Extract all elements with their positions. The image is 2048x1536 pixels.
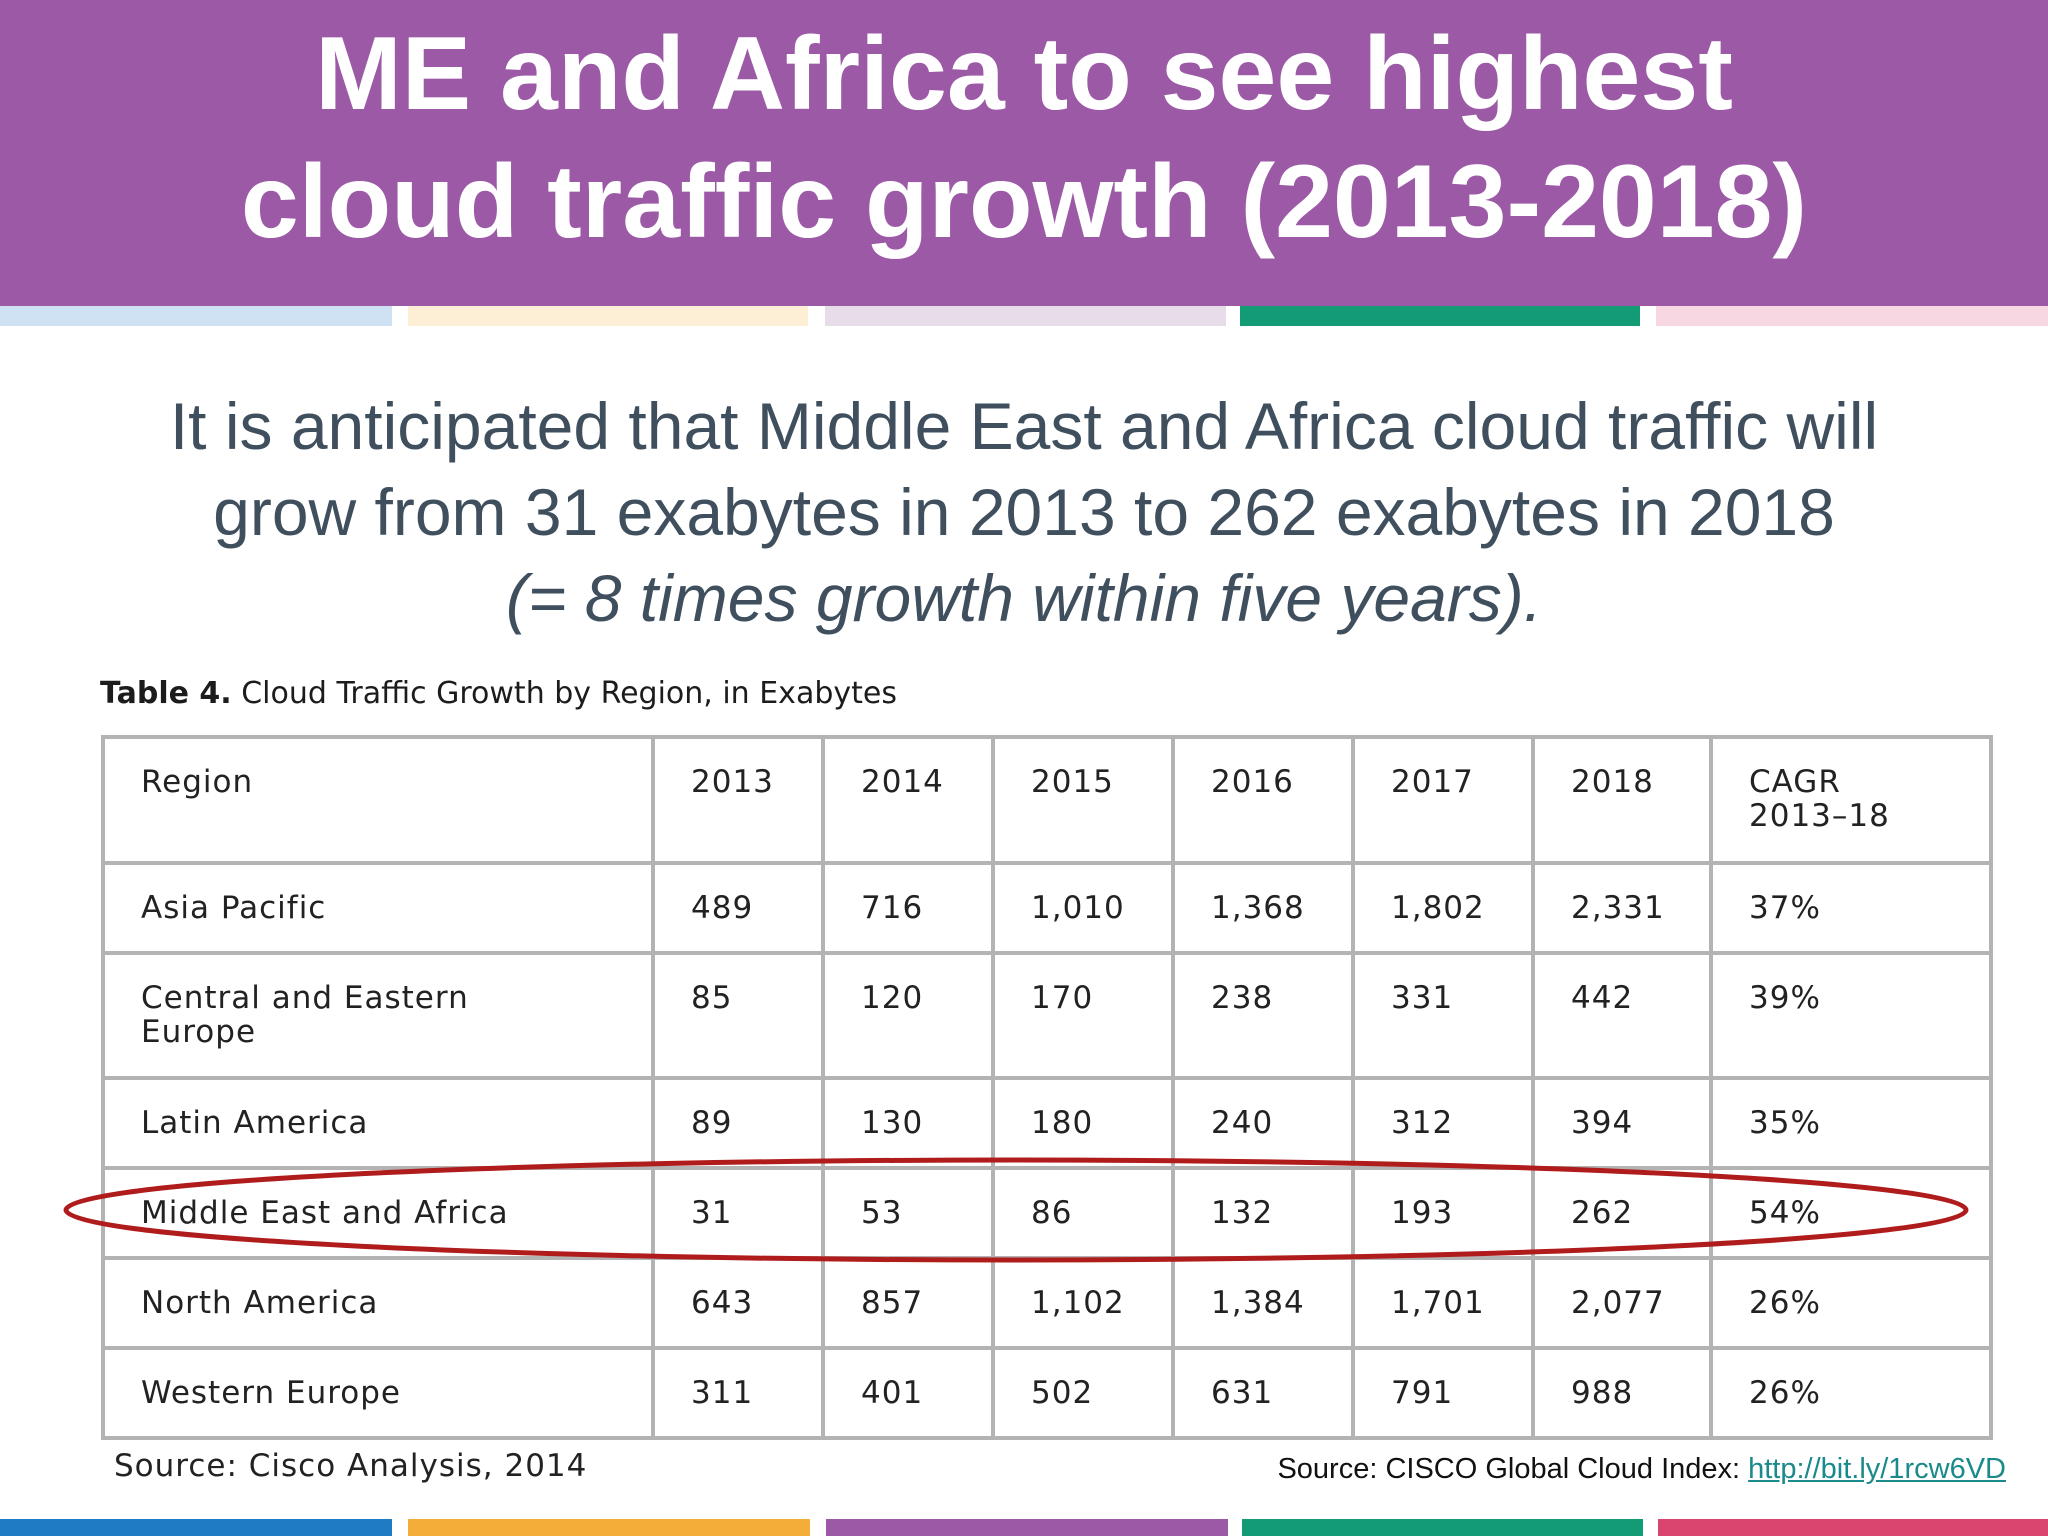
cell-value: 1,384 [1171, 1256, 1355, 1350]
cell-value: 2,331 [1531, 861, 1713, 955]
cell-value: 442 [1531, 951, 1713, 1080]
cell-value: 331 [1351, 951, 1535, 1080]
intro-line-3: (= 8 times growth within five years). [505, 561, 1543, 635]
cell-value: 2,077 [1531, 1256, 1713, 1350]
cell-region: Asia Pacific [101, 861, 655, 955]
cell-value: 85 [651, 951, 825, 1080]
cell-value: 401 [821, 1346, 995, 1440]
cell-value: 502 [991, 1346, 1175, 1440]
table-source: Source: Cisco Analysis, 2014 [114, 1448, 588, 1484]
cell-cagr: 35% [1709, 1076, 1993, 1170]
table-row: Asia Pacific 489 716 1,010 1,368 1,802 2… [101, 861, 1993, 955]
table-caption-text: Cloud Traffic Growth by Region, in Exaby… [241, 676, 897, 711]
header-2016: 2016 [1171, 735, 1355, 865]
cell-cagr: 54% [1709, 1166, 1993, 1260]
header-2018: 2018 [1531, 735, 1713, 865]
top-stripe-2 [408, 306, 808, 326]
cell-cagr: 26% [1709, 1256, 1993, 1350]
table-row: Central and Eastern Europe 85 120 170 23… [101, 951, 1993, 1080]
cell-value: 631 [1171, 1346, 1355, 1440]
cell-cagr: 39% [1709, 951, 1993, 1080]
cell-value: 120 [821, 951, 995, 1080]
cell-value: 643 [651, 1256, 825, 1350]
table-row: Latin America 89 130 180 240 312 394 35% [101, 1076, 1993, 1170]
source-link[interactable]: http://bit.ly/1rcw6VD [1748, 1453, 2006, 1485]
cell-value: 132 [1171, 1166, 1355, 1260]
cell-region: Middle East and Africa [101, 1166, 655, 1260]
table-caption: Table 4. Cloud Traffic Growth by Region,… [100, 676, 897, 711]
cell-value: 1,102 [991, 1256, 1175, 1350]
header-region: Region [101, 735, 655, 865]
cell-value: 489 [651, 861, 825, 955]
bottom-stripe-3 [826, 1519, 1228, 1536]
cell-region: Central and Eastern Europe [101, 951, 655, 1080]
cell-value: 86 [991, 1166, 1175, 1260]
cell-value: 312 [1351, 1076, 1535, 1170]
cell-value: 170 [991, 951, 1175, 1080]
title-banner: ME and Africa to see highest cloud traff… [0, 0, 2048, 306]
cell-value: 1,368 [1171, 861, 1355, 955]
cell-value: 238 [1171, 951, 1355, 1080]
cell-cagr: 26% [1709, 1346, 1993, 1440]
cell-value: 53 [821, 1166, 995, 1260]
bottom-stripe-4 [1242, 1519, 1643, 1536]
bottom-stripe-2 [408, 1519, 810, 1536]
table-header-row: Region 2013 2014 2015 2016 2017 2018 CAG… [101, 735, 1993, 865]
bottom-stripe-5 [1658, 1519, 2048, 1536]
cell-value: 240 [1171, 1076, 1355, 1170]
cell-value: 130 [821, 1076, 995, 1170]
cell-region: North America [101, 1256, 655, 1350]
table-row: North America 643 857 1,102 1,384 1,701 … [101, 1256, 1993, 1350]
cell-value: 857 [821, 1256, 995, 1350]
header-2017: 2017 [1351, 735, 1535, 865]
footer-source: Source: CISCO Global Cloud Index: http:/… [1277, 1453, 2006, 1486]
header-2013: 2013 [651, 735, 825, 865]
cell-value: 89 [651, 1076, 825, 1170]
intro-line-2: grow from 31 exabytes in 2013 to 262 exa… [213, 475, 1835, 549]
slide-title-line-2: cloud traffic growth (2013-2018) [240, 144, 1808, 260]
cell-value: 311 [651, 1346, 825, 1440]
cell-value: 262 [1531, 1166, 1713, 1260]
table-row: Western Europe 311 401 502 631 791 988 2… [101, 1346, 1993, 1440]
cell-value: 1,701 [1351, 1256, 1535, 1350]
top-stripe-5 [1656, 306, 2048, 326]
header-2015: 2015 [991, 735, 1175, 865]
cell-cagr: 37% [1709, 861, 1993, 955]
table-caption-label: Table 4. [100, 676, 232, 711]
cell-value: 1,010 [991, 861, 1175, 955]
cloud-traffic-table: Region 2013 2014 2015 2016 2017 2018 CAG… [101, 735, 1993, 1440]
cell-value: 716 [821, 861, 995, 955]
header-2014: 2014 [821, 735, 995, 865]
table-row-highlighted: Middle East and Africa 31 53 86 132 193 … [101, 1166, 1993, 1260]
cell-value: 180 [991, 1076, 1175, 1170]
cell-value: 193 [1351, 1166, 1535, 1260]
cell-value: 988 [1531, 1346, 1713, 1440]
top-stripe-3 [825, 306, 1226, 326]
top-stripe-4 [1240, 306, 1640, 326]
slide-title-line-1: ME and Africa to see highest [315, 16, 1733, 132]
cell-region: Western Europe [101, 1346, 655, 1440]
cell-value: 1,802 [1351, 861, 1535, 955]
top-stripe-1 [0, 306, 392, 326]
cell-value: 31 [651, 1166, 825, 1260]
cell-value: 791 [1351, 1346, 1535, 1440]
bottom-stripe-1 [0, 1519, 392, 1536]
cell-region: Latin America [101, 1076, 655, 1170]
header-cagr: CAGR 2013–18 [1709, 735, 1993, 865]
footer-source-label: Source: CISCO Global Cloud Index: [1277, 1453, 1749, 1485]
cell-value: 394 [1531, 1076, 1713, 1170]
intro-line-1: It is anticipated that Middle East and A… [169, 389, 1879, 463]
